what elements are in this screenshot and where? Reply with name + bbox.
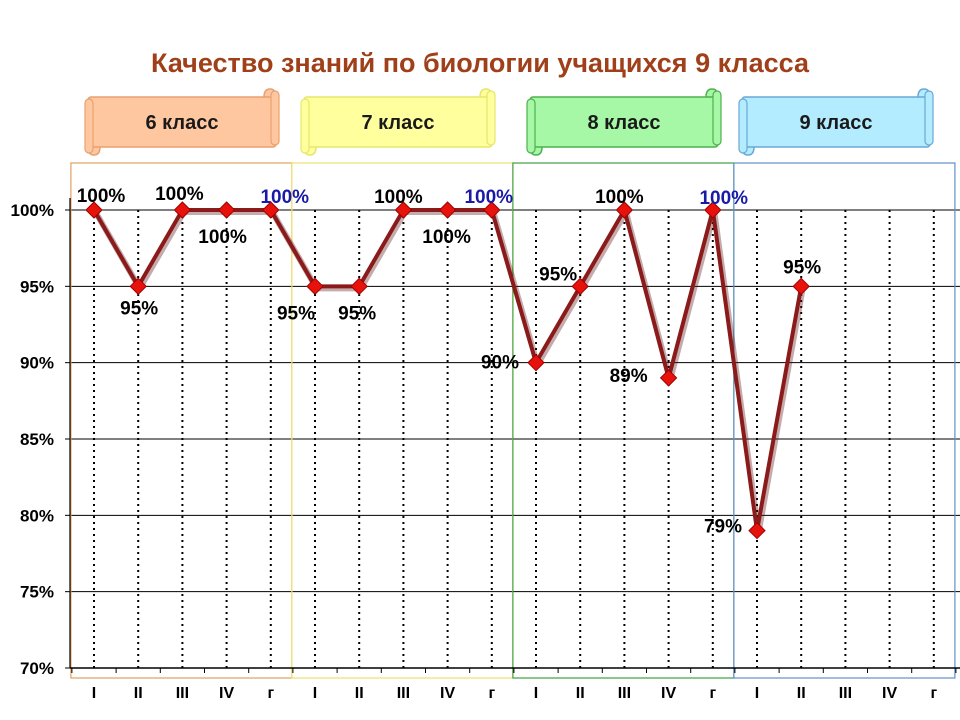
group-frame (733, 162, 956, 679)
group-banner-label: 6 класс (145, 112, 218, 134)
x-tick-label: IV (219, 685, 234, 702)
y-tick-label: 80% (20, 506, 54, 525)
series-line-segment (136, 208, 185, 289)
series-line-shadow (92, 209, 806, 536)
x-tick-label: г (488, 685, 495, 702)
x-tick-label: III (839, 685, 852, 702)
x-tick-label: I (534, 685, 538, 702)
grid (70, 209, 960, 669)
data-point (483, 201, 501, 219)
y-tick-label: 90% (20, 354, 54, 373)
data-label: 100% (198, 227, 247, 248)
data-labels: 100% 95% 100% 100% 100% 95% 95% 100% 100% 100% 90%… (77, 184, 822, 538)
data-point (659, 369, 678, 387)
series-line-segment (489, 208, 538, 365)
data-label: 95% (338, 303, 376, 324)
data-point (748, 521, 766, 540)
banner-roll (924, 90, 934, 146)
x-tick-label: IV (882, 685, 897, 702)
banner-roll (526, 98, 536, 154)
y-tick-label: 100% (11, 201, 54, 220)
y-tick-label: 70% (20, 659, 54, 678)
x-tick-label: г (709, 685, 716, 702)
data-label: 95% (539, 264, 577, 285)
data-point (792, 277, 810, 296)
group-banner-label: 8 класс (587, 112, 660, 134)
group-banner-label: 9 класс (799, 112, 872, 134)
group-banners: 6 класс 7 класс 8 класс 9 класс (84, 88, 934, 156)
data-label: 100% (699, 188, 748, 209)
x-tick-label: II (134, 685, 143, 702)
data-point (571, 277, 589, 296)
data-label: 100% (77, 186, 126, 207)
data-label: 100% (422, 227, 471, 248)
series-line-segment (534, 284, 583, 365)
data-label: 100% (260, 187, 309, 208)
data-label: 89% (610, 366, 648, 387)
data-label: 100% (464, 187, 513, 208)
data-label: 79% (704, 517, 742, 538)
data-point (615, 201, 634, 219)
data-point (173, 201, 192, 219)
series-line-segment (622, 208, 671, 380)
x-tick-label: III (618, 685, 631, 702)
x-tick-label: III (176, 685, 189, 702)
group-banner: 8 класс (526, 88, 722, 156)
banner-roll (738, 98, 748, 154)
y-tick-label: 95% (20, 277, 54, 296)
series-line-segment (268, 208, 317, 289)
data-point (438, 201, 457, 219)
series-line-segment (92, 208, 141, 289)
group-banner: 7 класс (300, 88, 496, 156)
x-tick-label: II (797, 685, 806, 702)
x-tick-label: I (92, 685, 96, 702)
data-point (129, 277, 147, 296)
data-label: 100% (595, 187, 644, 208)
x-tick-label: I (313, 685, 317, 702)
y-tick-label: 75% (20, 583, 54, 602)
x-tick-label: II (355, 685, 364, 702)
banner-roll (270, 90, 280, 146)
series-line-segment (357, 208, 406, 289)
data-point (704, 201, 722, 219)
x-tick-label: IV (661, 685, 676, 702)
banner-roll (300, 98, 310, 154)
data-point (217, 201, 236, 219)
data-label: 100% (374, 187, 423, 208)
group-banner: 9 класс (738, 88, 934, 156)
group-banner-label: 7 класс (361, 112, 434, 134)
banner-roll (712, 90, 722, 146)
axes: 70%75%80%85%90%95%100%I II III IV г I II III IV г… (11, 198, 960, 702)
x-tick-label: IV (440, 685, 455, 702)
banner-roll (84, 98, 94, 154)
y-tick-label: 85% (20, 430, 54, 449)
x-tick-label: г (930, 685, 937, 702)
data-label: 90% (481, 353, 519, 374)
data-point (527, 353, 545, 372)
x-tick-label: г (267, 685, 274, 702)
data-point (262, 201, 280, 219)
data-label: 100% (155, 184, 204, 205)
data-label: 95% (783, 257, 821, 278)
data-series (85, 201, 810, 540)
series-line-segment (666, 208, 715, 380)
series-line-segment (710, 208, 759, 533)
data-label: 95% (120, 298, 158, 319)
data-point (394, 201, 413, 219)
group-frames (70, 162, 956, 679)
group-banner: 6 класс (84, 88, 280, 156)
series-line-segment (755, 284, 804, 533)
x-tick-label: III (397, 685, 410, 702)
data-point (306, 277, 324, 296)
x-tick-label: II (576, 685, 585, 702)
data-point (85, 201, 103, 219)
chart-title: Качество знаний по биологии учащихся 9 к… (151, 48, 810, 78)
data-label: 95% (277, 303, 315, 324)
banner-roll (486, 90, 496, 146)
x-tick-label: I (755, 685, 759, 702)
data-point (350, 277, 368, 296)
series-line-segment (578, 208, 627, 289)
